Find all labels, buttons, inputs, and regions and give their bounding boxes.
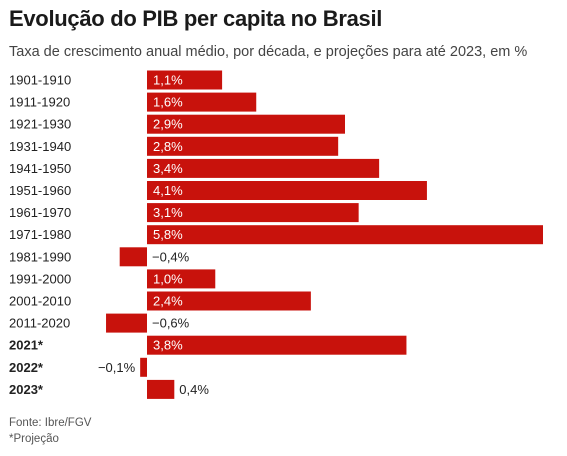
source-note: Fonte: Ibre/FGV — [9, 417, 92, 429]
value-label: 1,1% — [153, 73, 183, 88]
value-label: 2,4% — [153, 294, 183, 309]
category-label: 2001-2010 — [9, 294, 71, 309]
bar — [147, 136, 339, 156]
bar — [147, 70, 223, 90]
value-label: −0,1% — [98, 360, 136, 375]
bar — [147, 335, 407, 355]
bar — [147, 92, 257, 112]
bar — [147, 181, 427, 200]
bar — [140, 357, 147, 377]
category-label: 2023* — [9, 382, 44, 397]
bar — [119, 247, 147, 267]
category-label: 1921-1930 — [9, 117, 71, 132]
bar — [147, 379, 175, 399]
category-label: 1931-1940 — [9, 139, 71, 154]
category-label: 1911-1920 — [9, 95, 70, 110]
category-label: 2011-2020 — [9, 316, 70, 331]
value-label: 1,6% — [153, 95, 183, 110]
category-label: 1991-2000 — [9, 271, 71, 286]
value-label: 3,4% — [153, 161, 183, 176]
value-label: 2,9% — [153, 117, 183, 132]
value-label: 0,4% — [179, 382, 209, 397]
value-label: 4,1% — [153, 183, 183, 198]
value-label: 1,0% — [153, 271, 183, 286]
category-label: 1951-1960 — [9, 183, 71, 198]
bar — [147, 114, 345, 134]
category-label: 1981-1990 — [9, 249, 71, 264]
bar — [147, 158, 380, 178]
projection-note: *Projeção — [9, 433, 59, 445]
category-label: 2022* — [9, 360, 44, 375]
chart-title: Evolução do PIB per capita no Brasil — [9, 6, 383, 31]
category-label: 1941-1950 — [9, 161, 71, 176]
bar — [147, 291, 311, 311]
category-label: 1971-1980 — [9, 227, 71, 242]
category-label: 1961-1970 — [9, 205, 71, 220]
value-label: 2,8% — [153, 139, 183, 154]
value-label: 5,8% — [153, 227, 183, 242]
category-label: 1901-1910 — [9, 73, 71, 88]
bar — [147, 269, 216, 289]
chart-subtitle: Taxa de crescimento anual médio, por déc… — [9, 44, 528, 60]
value-label: −0,4% — [152, 249, 190, 264]
bar — [147, 203, 359, 223]
value-label: −0,6% — [152, 316, 190, 331]
bar — [147, 225, 543, 245]
category-label: 2021* — [9, 338, 44, 353]
value-label: 3,8% — [153, 338, 183, 353]
value-label: 3,1% — [153, 205, 183, 220]
bar — [106, 313, 147, 333]
